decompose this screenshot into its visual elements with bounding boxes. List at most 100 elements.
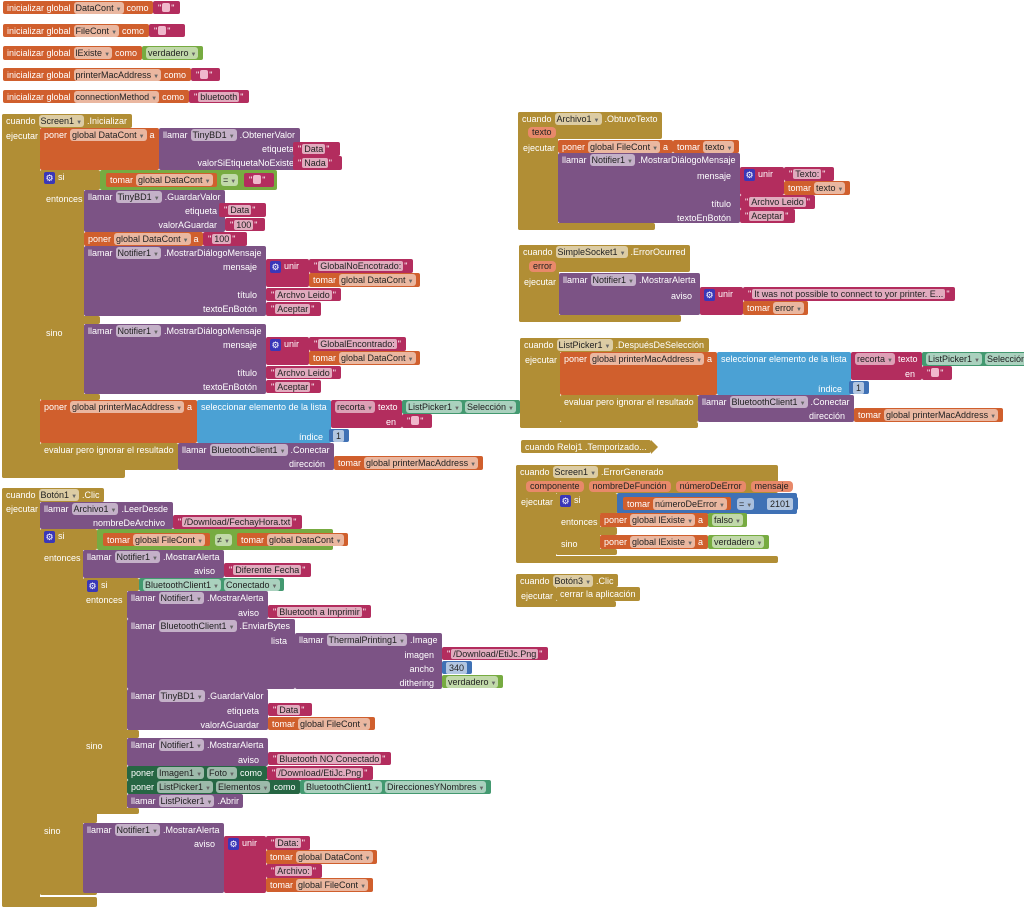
text-string[interactable]: " Bluetooth NO Conectado " (272, 753, 386, 765)
dropdown-field[interactable]: ≠ ▼ (215, 534, 232, 546)
block[interactable]: " Archvo Leido " (740, 195, 815, 209)
global-init-lexiste[interactable]: inicializar global lExiste ▼ como (3, 46, 142, 60)
dropdown-field[interactable]: global DataCont ▼ (136, 174, 213, 186)
block[interactable]: tomar texto ▼ (784, 181, 850, 195)
dropdown-field[interactable]: verdadero ▼ (146, 47, 199, 59)
block[interactable]: llamar Notifier1 ▼ .MostrarDiálogoMensaje (84, 324, 266, 394)
block[interactable]: llamar BluetoothClient1 ▼ .EnviarBytes (127, 619, 295, 689)
block[interactable]: 1 (329, 429, 349, 442)
block[interactable]: tomar númeroDeError ▼ (623, 497, 731, 510)
block[interactable]: " 100 " (203, 232, 247, 246)
block[interactable]: poner global lExiste ▼ a (600, 513, 708, 527)
block[interactable]: " Texto: " (784, 167, 834, 181)
block[interactable]: ListPicker1▼Selección▼ (402, 400, 520, 414)
close-application-block[interactable]: cerrar la aplicación (556, 587, 640, 601)
block[interactable] (83, 730, 139, 738)
block[interactable]: llamar ThermalPrinting1 ▼ .Image (295, 633, 442, 689)
text-string[interactable]: " Data " (297, 143, 330, 155)
block[interactable]: llamar ListPicker1 ▼ .Abrir (127, 794, 243, 808)
block[interactable]: " Archvo Leido " (266, 288, 341, 301)
block[interactable]: 2101 (763, 497, 798, 510)
global-init-printermac[interactable]: inicializar global printerMacAddress ▼ como (3, 68, 191, 81)
text-string[interactable]: " Data " (272, 704, 305, 716)
dropdown-field[interactable]: Selección▼ (984, 353, 1024, 365)
block[interactable]: tomar global DataCont ▼ (266, 850, 377, 864)
block[interactable]: seleccionar elemento de la lista (197, 400, 331, 443)
dropdown-field[interactable]: Notifier1 ▼ (115, 247, 161, 259)
block[interactable]: " 100 " (225, 218, 265, 231)
number-value[interactable]: 2101 (767, 498, 794, 510)
event-screen1-initialize[interactable]: cuando Screen1 ▼ .Inicializar (2, 114, 132, 128)
number-value[interactable]: 1 (853, 382, 865, 394)
dropdown-field[interactable]: global printerMacAddress ▼ (884, 409, 999, 421)
dropdown-field[interactable]: recorta ▼ (855, 353, 895, 365)
if-block-bottom[interactable] (40, 889, 97, 895)
if-block[interactable]: ⚙ si (40, 170, 100, 190)
block[interactable]: " Data " (268, 703, 312, 716)
dropdown-field[interactable]: verdadero ▼ (446, 676, 499, 688)
block[interactable]: BluetoothClient1 ▼ DireccionesYNombres ▼ (300, 780, 491, 794)
block[interactable]: tomar error ▼ (743, 301, 808, 315)
event-archivo1-gottext-bottom[interactable] (518, 223, 655, 230)
block[interactable] (556, 527, 617, 535)
text-string[interactable]: " Aceptar " (270, 381, 315, 393)
if-block[interactable]: ⚙ si (556, 493, 617, 514)
dropdown-field[interactable]: FileCont ▼ (73, 25, 120, 37)
dropdown-field[interactable]: global printerMacAddress ▼ (70, 401, 185, 413)
dropdown-field[interactable]: Notifier1 ▼ (158, 592, 204, 604)
block[interactable]: tomar texto ▼ (673, 140, 739, 153)
event-listpicker1-afterpicking-bottom[interactable] (520, 422, 698, 428)
block[interactable]: llamar TinyBD1 ▼ .GuardarValor (84, 190, 225, 232)
dropdown-field[interactable]: ListPicker1 ▼ (406, 401, 462, 413)
event-parameter[interactable]: error (529, 261, 557, 272)
dropdown-field[interactable]: TinyBD1 ▼ (158, 690, 205, 702)
text-string[interactable]: " GlobalEncontrado: " (313, 338, 402, 350)
block[interactable]: " Data " (219, 203, 266, 217)
block[interactable]: llamar Notifier1 ▼ .MostrarAlerta (83, 550, 224, 578)
block[interactable]: "/Download/EtiJc.Png " (267, 766, 373, 780)
dropdown-field[interactable]: Screen1 ▼ (38, 115, 85, 127)
block[interactable]: " GlobalNoEncotrado: " (309, 259, 413, 273)
block[interactable]: recorta ▼ texto (331, 400, 402, 428)
event-listpicker1-afterpicking-rail[interactable] (520, 338, 560, 428)
text-string[interactable]: " Archvo Leido " (270, 289, 337, 301)
text-string[interactable]: " " (153, 25, 171, 37)
block[interactable]: recorta ▼ texto (851, 352, 922, 380)
dropdown-field[interactable]: BluetoothClient1 ▼ (143, 579, 221, 591)
dropdown-field[interactable]: global printerMacAddress ▼ (364, 457, 479, 469)
mutator-gear-icon[interactable]: ⚙ (44, 531, 55, 543)
dropdown-field[interactable]: global DataCont ▼ (339, 352, 416, 364)
text-string[interactable]: " " (926, 367, 944, 379)
block[interactable]: " Diferente Fecha " (224, 563, 311, 577)
block[interactable]: " " (402, 414, 432, 428)
dropdown-field[interactable]: Elementos ▼ (216, 781, 271, 793)
block[interactable]: tomar global printerMacAddress ▼ (854, 408, 1003, 422)
event-boton3-click[interactable]: cuando Botón3 ▼ .Clic (516, 574, 618, 587)
dropdown-field[interactable]: DireccionesYNombres ▼ (385, 781, 487, 793)
dropdown-field[interactable]: error ▼ (773, 302, 804, 314)
event-boton3-click-bottom[interactable] (516, 601, 616, 607)
text-string[interactable]: " bluetooth " (193, 91, 244, 103)
event-parameter[interactable]: nombreDeFunción (588, 481, 671, 492)
block[interactable]: llamar Notifier1 ▼ .MostrarAlerta (83, 823, 224, 893)
dropdown-field[interactable]: Archivo1 ▼ (71, 503, 119, 515)
block[interactable]: = ▼ (217, 173, 244, 187)
mutator-gear-icon[interactable]: ⚙ (228, 838, 239, 850)
event-parameter[interactable]: mensaje (750, 481, 793, 492)
block[interactable]: ⚙ unir (740, 167, 784, 195)
if-block-rail[interactable] (83, 578, 127, 814)
block[interactable]: 340 (442, 661, 472, 674)
event-screen1-initialize-rail[interactable] (2, 114, 40, 478)
event-parameter[interactable]: componente (526, 481, 584, 492)
dropdown-field[interactable]: texto ▼ (814, 182, 846, 194)
mutator-gear-icon[interactable]: ⚙ (270, 261, 281, 273)
dropdown-field[interactable]: Notifier1 ▼ (114, 551, 160, 563)
dropdown-field[interactable]: ListPicker1 ▼ (157, 781, 213, 793)
dropdown-field[interactable]: ListPicker1 ▼ (556, 339, 613, 351)
dropdown-field[interactable]: Notifier1 ▼ (589, 154, 635, 166)
text-string[interactable]: " " (195, 69, 213, 81)
block[interactable]: poner global DataCont ▼ a (40, 128, 159, 170)
mutator-gear-icon[interactable]: ⚙ (44, 172, 55, 184)
block[interactable]: llamar Notifier1 ▼ .MostrarDiálogoMensaje (558, 153, 740, 223)
dropdown-field[interactable]: ThermalPrinting1 ▼ (326, 634, 407, 646)
